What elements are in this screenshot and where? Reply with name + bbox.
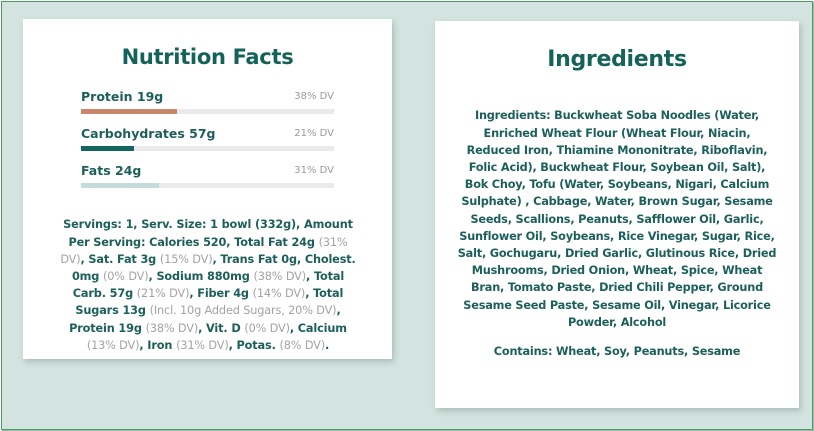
serving-details: Servings: 1, Serv. Size: 1 bowl (332g), … <box>57 216 359 354</box>
daily-value-percent: (21% DV) <box>136 287 190 301</box>
macro-label: Carbohydrates 57g <box>81 126 216 141</box>
nutrient-text: , Protein 19g <box>69 304 341 335</box>
daily-value-percent: (31% DV) <box>60 235 348 266</box>
ingredients-card: Ingredients Ingredients: Buckwheat Soba … <box>435 21 799 408</box>
ingredients-list: Ingredients: Buckwheat Soba Noodles (Wat… <box>457 109 777 329</box>
daily-value-percent: (38% DV) <box>253 269 307 283</box>
macro-row-protein: Protein 19g 38% DV <box>81 89 334 119</box>
daily-value-percent: (38% DV) <box>145 321 199 335</box>
nutrient-text: , Total Carb. 57g <box>72 269 345 301</box>
macro-dv: 38% DV <box>294 91 334 102</box>
progress-fill-carbohydrates <box>81 146 135 151</box>
daily-value-percent: (8% DV) <box>279 338 326 352</box>
nutrient-text: , Fiber 4g <box>189 287 253 301</box>
daily-value-percent: (31% DV) <box>176 338 229 352</box>
daily-value-percent: (13% DV) <box>86 338 140 352</box>
nutrition-facts-title: Nutrition Facts <box>121 45 294 69</box>
macro-label: Fats 24g <box>81 163 142 178</box>
daily-value-percent: (0% DV) <box>244 321 290 335</box>
nutrient-text: , Sat. Fat 3g <box>80 252 160 266</box>
progress-track <box>81 183 334 188</box>
nutrient-text: , Trans Fat 0g, Cholest. 0mg <box>71 252 356 283</box>
progress-fill-fats <box>81 183 160 188</box>
nutrient-text: , Iron <box>139 338 177 352</box>
nutrient-text: , Sodium 880mg <box>148 269 254 283</box>
ingredients-title: Ingredients <box>547 47 687 72</box>
progress-track <box>81 146 334 151</box>
nutrient-text: . <box>325 338 330 352</box>
macro-label: Protein 19g <box>81 89 164 104</box>
macro-row-carbohydrates: Carbohydrates 57g 21% DV <box>81 126 334 156</box>
nutrition-facts-card: Nutrition Facts Protein 19g 38% DV Carbo… <box>23 19 392 359</box>
nutrient-text: , Total Sugars 13g <box>75 287 344 318</box>
daily-value-percent: (15% DV) <box>159 252 213 266</box>
daily-value-percent: (Incl. 10g Added Sugars, 20% DV) <box>149 304 337 318</box>
nutrient-text: , Calcium <box>289 321 347 335</box>
macro-dv: 21% DV <box>294 128 334 139</box>
nutrient-text: , Vit. D <box>198 321 245 335</box>
progress-track <box>81 109 334 114</box>
daily-value-percent: (0% DV) <box>103 269 149 283</box>
daily-value-percent: (14% DV) <box>252 287 306 301</box>
macro-row-fats: Fats 24g 31% DV <box>81 163 334 193</box>
allergen-contains: Contains: Wheat, Soy, Peanuts, Sesame <box>493 345 741 359</box>
progress-fill-protein <box>81 109 178 114</box>
macro-dv: 31% DV <box>294 165 334 176</box>
nutrient-text: , Potas. <box>228 338 280 352</box>
nutrient-text: Servings: 1, Serv. Size: 1 bowl (332g), … <box>63 218 353 249</box>
